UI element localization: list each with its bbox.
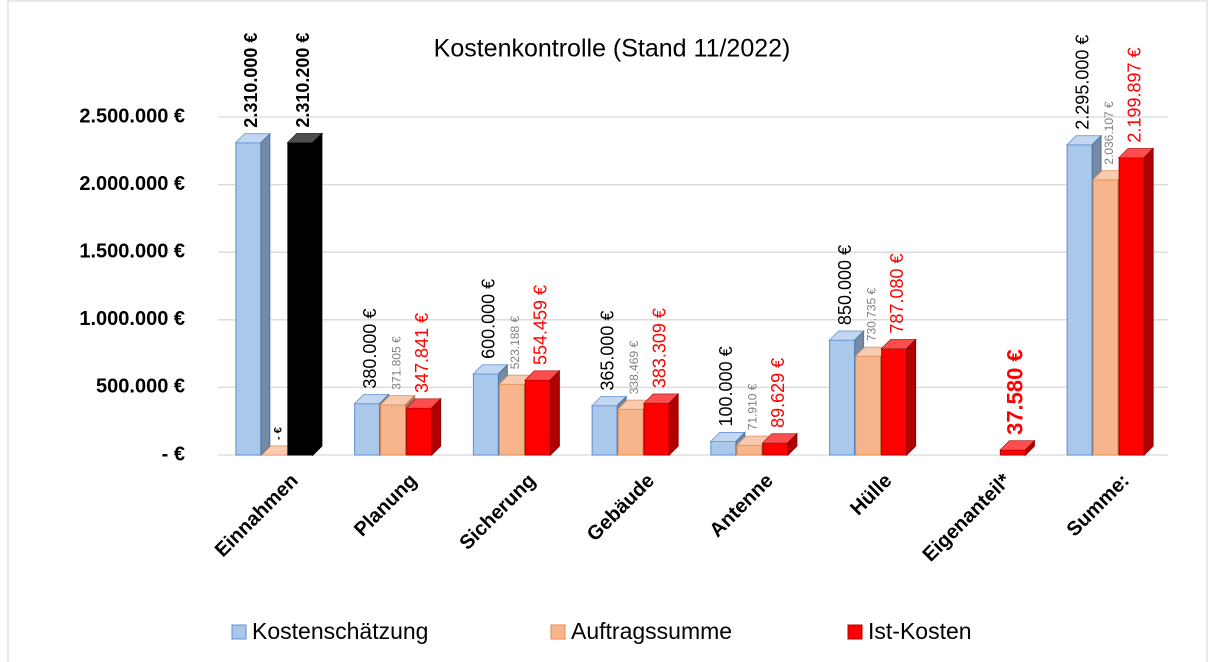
bar-top-shade bbox=[1119, 148, 1154, 158]
bar-side-shade bbox=[1144, 148, 1154, 456]
bar-top-shade bbox=[762, 433, 797, 443]
value-label: 383.309 € bbox=[649, 308, 669, 388]
bar-top-shade bbox=[235, 133, 270, 143]
bar-top-shade bbox=[710, 432, 745, 442]
bar bbox=[472, 373, 499, 456]
legend-swatch bbox=[231, 624, 247, 640]
legend-label: Auftragssumme bbox=[571, 618, 732, 644]
legend-label: Kostenschätzung bbox=[252, 618, 428, 644]
value-label: 2.036.107 € bbox=[1102, 101, 1116, 165]
bar-side bbox=[260, 132, 271, 457]
bar bbox=[736, 444, 763, 456]
value-label: 365.000 € bbox=[597, 311, 617, 391]
bar bbox=[524, 379, 551, 456]
y-tick-label: 500.000 € bbox=[96, 376, 185, 398]
bar bbox=[617, 408, 644, 456]
bar bbox=[999, 449, 1026, 456]
bar bbox=[643, 402, 670, 456]
value-label: 730.735 € bbox=[864, 287, 878, 341]
bar-top-shade bbox=[1067, 135, 1102, 145]
value-label: 71.910 € bbox=[746, 383, 760, 430]
bar-top-shade bbox=[406, 398, 441, 408]
bar-side-shade bbox=[550, 371, 560, 455]
bar-side-shade bbox=[260, 133, 270, 456]
value-label: 2.295.000 € bbox=[1072, 35, 1092, 130]
chart-title: Kostenkontrolle (Stand 11/2022) bbox=[434, 35, 791, 63]
y-tick-label: 2.000.000 € bbox=[79, 173, 185, 195]
y-tick-label: 1.000.000 € bbox=[79, 308, 185, 330]
bar-top-shade bbox=[829, 331, 864, 341]
bar-side bbox=[1143, 147, 1154, 457]
bar-top-shade bbox=[380, 395, 415, 405]
bar bbox=[829, 339, 856, 456]
value-label: 2.310.000 € bbox=[241, 33, 261, 128]
bar-top-shade bbox=[473, 364, 508, 374]
bar-side bbox=[906, 338, 917, 457]
bar bbox=[710, 440, 737, 456]
y-tick-label: - € bbox=[162, 443, 185, 465]
value-label: 2.199.897 € bbox=[1124, 47, 1144, 142]
bar bbox=[881, 348, 908, 456]
value-label: 338.469 € bbox=[627, 341, 641, 395]
bar-top-shade bbox=[592, 396, 627, 406]
bar bbox=[498, 383, 525, 456]
bar-side-shade bbox=[906, 339, 916, 455]
bar-side bbox=[668, 392, 679, 457]
value-label: 37.580 € bbox=[1003, 349, 1028, 435]
bar bbox=[354, 403, 381, 456]
bar-side bbox=[549, 369, 560, 457]
legend-swatch bbox=[550, 624, 566, 640]
value-label: 89.629 € bbox=[768, 358, 788, 428]
bar bbox=[287, 142, 314, 456]
chart-border bbox=[7, 0, 1208, 662]
value-label: 600.000 € bbox=[479, 279, 499, 359]
bar-side bbox=[787, 432, 798, 457]
bar-top-shade bbox=[644, 394, 679, 404]
bar-side bbox=[312, 132, 323, 457]
value-label: 380.000 € bbox=[360, 309, 380, 389]
legend-swatch bbox=[847, 624, 863, 640]
bar bbox=[1092, 179, 1119, 456]
bar-side-shade bbox=[669, 394, 679, 455]
bar-top-shade bbox=[354, 394, 389, 404]
bar bbox=[406, 407, 433, 456]
value-label: 100.000 € bbox=[716, 346, 736, 426]
bar bbox=[855, 355, 882, 456]
bar-side-shade bbox=[431, 398, 441, 455]
bar-top-shade bbox=[881, 339, 916, 349]
value-label: 371.805 € bbox=[389, 336, 403, 390]
bar-side-shade bbox=[787, 433, 797, 455]
bar-top-shade bbox=[525, 371, 560, 381]
bar bbox=[591, 405, 618, 456]
bar-top-shade bbox=[287, 133, 322, 143]
value-label: 850.000 € bbox=[835, 245, 855, 325]
bar bbox=[762, 442, 789, 456]
value-label: 787.080 € bbox=[887, 254, 907, 334]
bar bbox=[380, 404, 407, 456]
bar-side-shade bbox=[1025, 440, 1035, 455]
value-label: 554.459 € bbox=[531, 285, 551, 365]
bar-top-shade bbox=[1000, 440, 1035, 450]
legend-label: Ist-Kosten bbox=[868, 618, 972, 644]
bar bbox=[1118, 157, 1145, 456]
value-label: 2.310.200 € bbox=[293, 33, 313, 128]
bar bbox=[235, 142, 262, 456]
bar-side bbox=[431, 397, 442, 457]
value-label: 523.188 € bbox=[508, 316, 522, 370]
bar bbox=[1066, 144, 1093, 456]
y-tick-label: 1.500.000 € bbox=[79, 240, 185, 262]
value-label: - € bbox=[272, 427, 284, 440]
bar-side-shade bbox=[312, 133, 322, 456]
y-tick-label: 2.500.000 € bbox=[79, 105, 185, 127]
bar-side bbox=[1024, 439, 1035, 457]
value-label: 347.841 € bbox=[412, 313, 432, 393]
